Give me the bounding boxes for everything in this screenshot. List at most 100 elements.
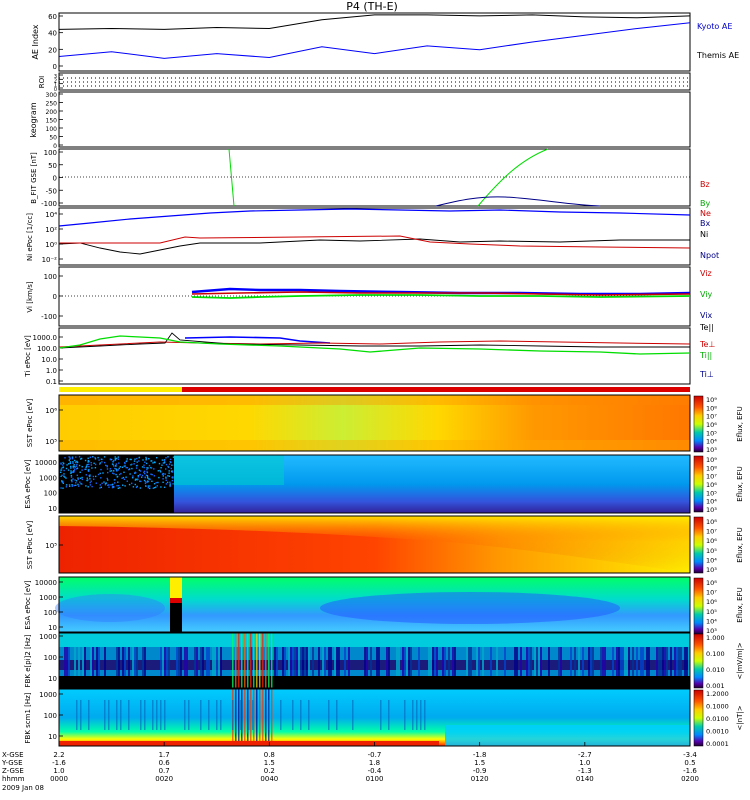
speckle — [72, 462, 74, 464]
speckle — [73, 465, 75, 468]
speckle — [87, 459, 90, 462]
fbk-e-stripe — [442, 647, 444, 676]
temperature-y-ticks: 1000.0 100.0 10.0 1.0 0.1 — [33, 334, 63, 386]
speckle — [144, 476, 146, 479]
speckle — [106, 466, 108, 468]
speckle — [171, 476, 173, 479]
legend-kyoto-ae: Kyoto AE — [697, 22, 732, 31]
speckle — [76, 474, 78, 476]
speckle — [91, 467, 93, 469]
ae-frame — [58, 12, 691, 72]
esa-i-frame — [58, 576, 691, 633]
speckle — [109, 458, 112, 460]
speckle — [170, 461, 172, 464]
fbk-e-stripe — [328, 647, 330, 676]
y-tick-label: 10000 — [35, 459, 57, 467]
speckle — [61, 481, 64, 483]
speckle — [139, 473, 141, 476]
legend-ni: Ni — [700, 230, 708, 239]
speckle — [81, 483, 83, 485]
fbk-e-stripe — [588, 647, 590, 676]
npot-line — [58, 208, 691, 227]
y-tick-label: 100 — [44, 712, 57, 720]
speckle — [107, 471, 109, 474]
fbk-b-stripe — [160, 700, 162, 730]
speckle — [161, 464, 163, 466]
fbk-e-stripe — [176, 647, 178, 676]
fbk-e-stripe — [656, 647, 658, 676]
speckle — [147, 480, 149, 483]
y-tick-label: 10⁵ — [45, 438, 57, 446]
temperature-frame — [58, 327, 691, 385]
speckle — [167, 456, 169, 458]
speckle — [60, 462, 62, 464]
x-tick-label: 0.7 — [159, 767, 170, 775]
speckle — [67, 469, 70, 471]
fbk-b-stripe — [220, 700, 222, 730]
speckle — [128, 468, 131, 470]
speckle — [69, 456, 71, 459]
speckle — [63, 475, 65, 477]
colorbar-tick-label: 0.1000 — [706, 703, 729, 711]
fbk-e-stripe — [410, 647, 412, 676]
speckle — [71, 485, 73, 487]
fbk-b-stripe — [268, 700, 270, 730]
colorbar-tick-label: 10⁸ — [706, 579, 717, 587]
speckle — [165, 468, 167, 470]
y-tick-label: 1000 — [39, 474, 57, 482]
speckle — [141, 466, 144, 468]
speckle — [117, 481, 119, 483]
speckle — [87, 461, 89, 463]
fbk-e-burst — [238, 633, 240, 688]
colorbar-tick-label: 0.100 — [706, 650, 725, 658]
speckle — [169, 485, 171, 488]
fbk-e-stripe — [366, 647, 368, 676]
speckle — [107, 484, 109, 486]
speckle — [70, 474, 73, 477]
y-tick-label: 100 — [44, 654, 57, 662]
velocity-y-ticks: 100 0 -100 — [41, 273, 63, 321]
fbk-e-stripe — [78, 647, 80, 676]
speckle — [143, 470, 146, 472]
fbk-b-stripe — [380, 700, 382, 730]
x-tick-label: -2.7 — [578, 751, 592, 759]
fbk-b-stripe — [216, 700, 218, 730]
speckle — [132, 486, 135, 488]
fbk-e-stripe — [160, 647, 162, 676]
y-tick-label: 100 — [44, 609, 57, 617]
fbk-b-burst — [265, 689, 267, 746]
speckle — [65, 467, 68, 470]
fbk-e-burst — [250, 633, 252, 688]
speckle — [117, 487, 119, 489]
speckle — [85, 466, 87, 468]
fbk-e-stripe — [364, 647, 366, 676]
speckle — [115, 463, 117, 465]
x-tick-label: 0200 — [681, 775, 699, 783]
fbk-e-stripe — [664, 647, 666, 676]
fbk-b-stripe — [156, 700, 158, 730]
speckle — [131, 463, 133, 465]
legend-ne: Ne — [700, 209, 711, 218]
y-tick-label: -100 — [41, 200, 57, 208]
speckle — [165, 457, 167, 459]
esa-e-colorbar-label: Eflux, EFU — [736, 466, 744, 501]
y-tick-label: 3 — [54, 74, 57, 80]
x-axis-columns: 2.2-1.61.000001.70.60.700200.81.50.20040… — [50, 742, 699, 783]
fbk-e-stripe — [646, 647, 648, 676]
fbk-b-stripe — [128, 700, 130, 730]
y-tick-label: 40 — [48, 30, 57, 38]
y-tick-label: 200 — [46, 109, 58, 116]
fbk-b-stripe — [300, 700, 302, 730]
density-frame — [58, 207, 691, 266]
speckle — [114, 467, 116, 470]
speckle — [87, 479, 89, 481]
speckle — [124, 485, 126, 487]
speckle — [116, 469, 118, 471]
colorbar-tick-label: 0.0010 — [706, 728, 729, 736]
fbk-e-stripe — [322, 647, 324, 676]
esa-i-gap-red — [170, 598, 182, 603]
speckle — [61, 480, 63, 482]
x-tick-label: -1.6 — [683, 767, 697, 775]
